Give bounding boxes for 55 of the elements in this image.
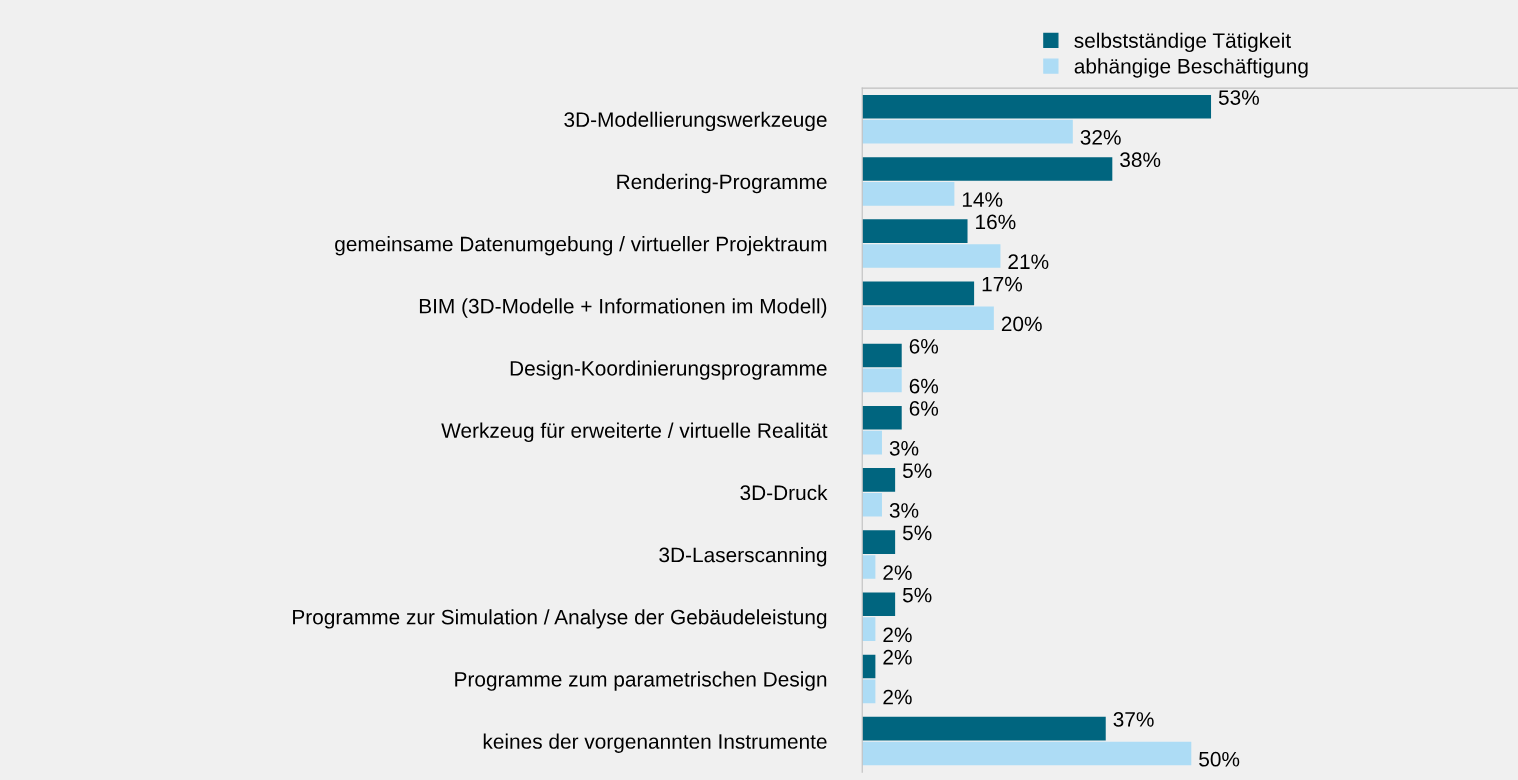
bar (862, 716, 1106, 741)
y-tick-label: 3D-Modellierungswerkzeuge (564, 111, 827, 132)
y-tick-label: BIM (3D-Modelle + Informationen im Modell) (419, 298, 827, 318)
data-label: 5% (902, 525, 932, 541)
bar (862, 219, 968, 243)
data-label: 6% (909, 338, 939, 354)
y-tick-label: Werkzeug für erweiterte / virtuelle Realität (441, 422, 828, 443)
y-tick-label: Rendering-Programme (617, 173, 827, 194)
bar (862, 492, 882, 517)
bar (862, 555, 876, 579)
data-label: 6% (909, 401, 939, 416)
bar (862, 368, 902, 393)
data-label: 6% (909, 378, 939, 394)
data-label: 2% (883, 627, 912, 643)
y-tick-label: keines der vorgenannten Instrumente (483, 733, 827, 753)
data-label: 37% (1113, 712, 1154, 727)
bar (862, 94, 1212, 119)
data-label: 32% (1080, 129, 1121, 145)
bar (862, 592, 896, 617)
y-tick-label: Programme zur Simulation / Analyse der Gebäudeleistung (293, 609, 827, 629)
bar (862, 182, 955, 206)
data-label: 53% (1218, 90, 1259, 105)
bar (862, 157, 1113, 181)
legend-label: selbstständige Tätigkeit (1074, 32, 1291, 53)
bar (862, 741, 1192, 766)
data-label: 2% (883, 565, 912, 580)
bar (862, 405, 902, 430)
data-label: 2% (883, 649, 912, 665)
bar (862, 468, 896, 492)
data-label: 20% (1001, 316, 1042, 332)
data-label: 5% (902, 587, 932, 603)
bar (862, 530, 896, 554)
data-label: 21% (1008, 254, 1049, 270)
y-tick-label: Design-Koordinierungsprogramme (510, 360, 827, 380)
y-tick-label: 3D-Laserscanning (659, 547, 827, 567)
y-tick-label: 3D-Druck (740, 484, 828, 501)
y-tick-label: Programme zum parametrischen Design (455, 671, 827, 691)
data-label: 16% (976, 214, 1016, 230)
data-label: 17% (982, 276, 1023, 292)
data-label: 3% (889, 440, 919, 456)
data-label: 3% (889, 503, 919, 518)
data-label: 14% (962, 192, 1003, 207)
bar (862, 617, 876, 641)
bar (862, 430, 882, 455)
data-label: 50% (1199, 751, 1240, 767)
legend-label: abhängige Beschäftigung (1074, 58, 1308, 78)
data-label: 38% (1120, 152, 1161, 168)
bar (862, 244, 1001, 268)
data-label: 5% (902, 463, 932, 479)
data-label: 2% (883, 689, 912, 705)
bar (862, 281, 975, 306)
bar (862, 343, 902, 368)
y-tick-label: gemeinsame Datenumgebung / virtueller Projektraum (335, 236, 827, 256)
bar (862, 119, 1073, 144)
bar (862, 306, 994, 331)
